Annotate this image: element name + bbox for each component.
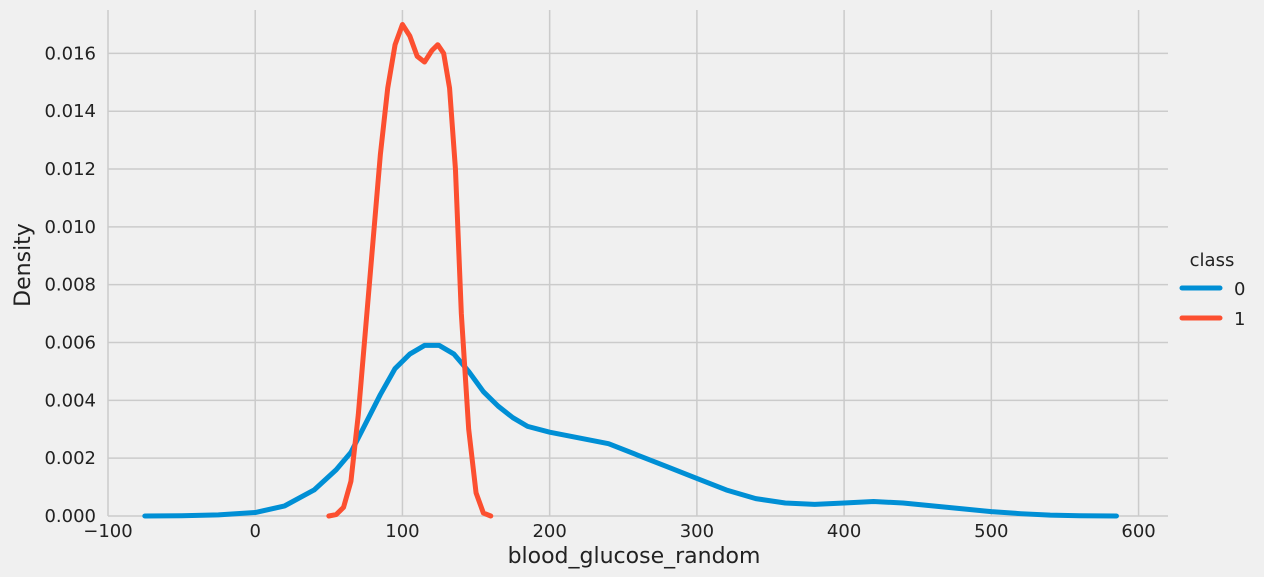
x-tick-label: 0 [249,521,260,542]
y-tick-label: 0.008 [44,275,96,296]
series-layer [142,21,1119,519]
x-tick-label: 600 [1121,521,1155,542]
legend-title: class [1190,250,1235,271]
x-tick-label: 300 [680,521,714,542]
x-tick-label: 200 [532,521,566,542]
y-axis-ticks: 0.000 0.002 0.004 0.006 0.008 0.010 0.012 0.014… [44,43,96,527]
y-axis-label: Density [11,223,36,307]
y-tick-label: 0.014 [44,101,96,122]
y-tick-label: 0.004 [44,390,96,411]
y-tick-label: 0.010 [44,217,96,238]
legend: class 0 1 [1179,250,1245,330]
y-tick-label: 0.002 [44,448,96,469]
legend-label-1: 1 [1234,309,1245,330]
x-tick-label: 100 [385,521,419,542]
y-tick-label: 0.012 [44,159,96,180]
grid [107,10,1168,517]
y-tick-label: 0.000 [44,506,96,527]
series-line-class-0 [142,342,1119,519]
x-axis-ticks: −100 0 100 200 300 400 500 600 [83,521,1155,542]
x-axis-label: blood_glucose_random [508,544,761,569]
x-tick-label: −100 [83,521,132,542]
x-tick-label: 500 [974,521,1008,542]
y-tick-label: 0.006 [44,333,96,354]
series-line-class-1 [326,21,494,519]
x-tick-label: 400 [827,521,861,542]
legend-label-0: 0 [1234,279,1245,300]
y-tick-label: 0.016 [44,43,96,64]
